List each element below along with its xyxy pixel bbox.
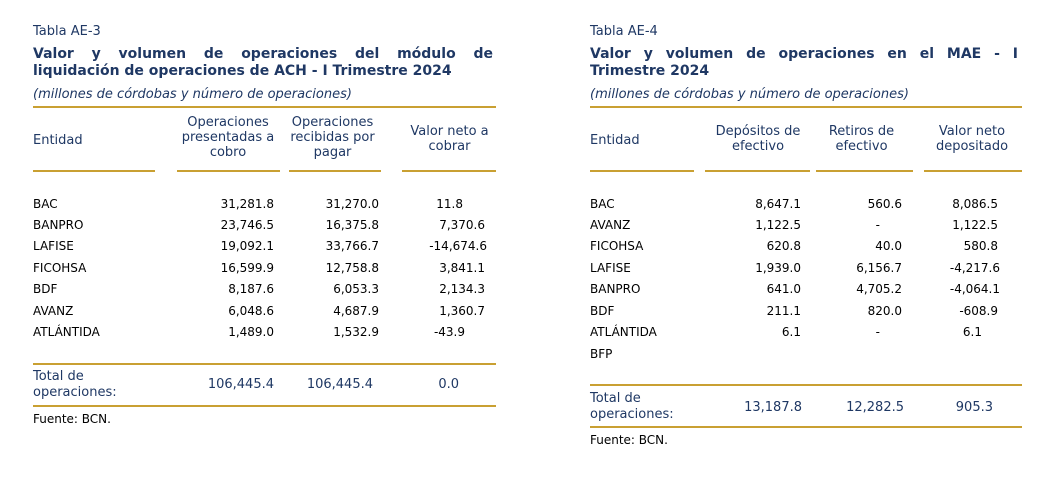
header-top-rule xyxy=(590,106,1022,108)
cell-retiros: - xyxy=(875,218,880,232)
cell-entidad: AVANZ xyxy=(33,304,74,318)
table-subtitle: (millones de córdobas y número de operac… xyxy=(33,87,352,102)
cell-valor-neto: 11.8 xyxy=(436,197,463,211)
cell-recibidas: 1,532.9 xyxy=(333,325,379,339)
total-top-rule xyxy=(33,363,496,365)
cell-recibidas: 12,758.8 xyxy=(325,261,379,275)
cell-valor-neto: -14,674.6 xyxy=(429,239,487,253)
cell-valor-neto: 8,086.5 xyxy=(952,197,998,211)
cell-presentadas: 8,187.6 xyxy=(228,282,274,296)
cell-depositos: 641.0 xyxy=(766,282,801,296)
cell-valor-neto: 3,841.1 xyxy=(439,261,485,275)
table-tag: Tabla AE-4 xyxy=(590,24,658,39)
total-valor-neto: 0.0 xyxy=(438,377,459,392)
cell-recibidas: 6,053.3 xyxy=(333,282,379,296)
cell-depositos: 211.1 xyxy=(766,304,801,318)
cell-retiros: 820.0 xyxy=(867,304,902,318)
cell-entidad: BDF xyxy=(590,304,615,318)
total-label: Total de operaciones: xyxy=(33,369,117,400)
cell-recibidas: 16,375.8 xyxy=(325,218,379,232)
header-col3: Valor neto depositado xyxy=(935,124,1009,154)
cell-entidad: LAFISE xyxy=(33,239,74,253)
total-top-rule xyxy=(590,384,1022,386)
cell-presentadas: 16,599.9 xyxy=(220,261,274,275)
cell-retiros: 560.6 xyxy=(867,197,902,211)
cell-presentadas: 6,048.6 xyxy=(228,304,274,318)
cell-retiros: 6,156.7 xyxy=(856,261,902,275)
header-col1: Depósitos de efectivo xyxy=(715,124,801,154)
cell-entidad: ATLÁNTIDA xyxy=(590,325,657,339)
cell-depositos: 8,647.1 xyxy=(755,197,801,211)
header-top-rule xyxy=(33,106,496,108)
total-presentadas: 106,445.4 xyxy=(207,377,274,392)
cell-entidad: BFP xyxy=(590,347,613,361)
total-label: Total de operaciones: xyxy=(590,391,674,422)
header-rule-col3 xyxy=(924,170,1022,172)
header-entidad: Entidad xyxy=(33,133,83,148)
cell-valor-neto: -608.9 xyxy=(959,304,998,318)
cell-retiros: - xyxy=(875,325,880,339)
total-bottom-rule xyxy=(590,426,1022,428)
header-col1: Operaciones presentadas a cobro xyxy=(181,115,275,160)
cell-presentadas: 31,281.8 xyxy=(220,197,274,211)
header-entidad: Entidad xyxy=(590,133,640,148)
header-rule-entidad xyxy=(590,170,694,172)
cell-recibidas: 31,270.0 xyxy=(325,197,379,211)
header-col2: Operaciones recibidas por pagar xyxy=(290,115,375,160)
total-valor-neto: 905.3 xyxy=(955,400,993,415)
cell-presentadas: 1,489.0 xyxy=(228,325,274,339)
cell-valor-neto: -4,064.1 xyxy=(949,282,1000,296)
cell-valor-neto: -43.9 xyxy=(433,325,465,339)
cell-presentadas: 23,746.5 xyxy=(220,218,274,232)
cell-depositos: 620.8 xyxy=(766,239,801,253)
cell-entidad: BAC xyxy=(590,197,615,211)
cell-entidad: BANPRO xyxy=(33,218,84,232)
source-note: Fuente: BCN. xyxy=(33,412,111,426)
cell-entidad: LAFISE xyxy=(590,261,631,275)
cell-presentadas: 19,092.1 xyxy=(220,239,274,253)
cell-entidad: AVANZ xyxy=(590,218,631,232)
table-title: Valor y volumen de operaciones del módul… xyxy=(33,46,493,79)
cell-retiros: 40.0 xyxy=(875,239,902,253)
cell-entidad: FICOHSA xyxy=(590,239,644,253)
cell-recibidas: 33,766.7 xyxy=(325,239,379,253)
cell-valor-neto: 2,134.3 xyxy=(439,282,485,296)
cell-entidad: ATLÁNTIDA xyxy=(33,325,100,339)
cell-valor-neto: -4,217.6 xyxy=(949,261,1000,275)
cell-entidad: FICOHSA xyxy=(33,261,87,275)
total-recibidas: 106,445.4 xyxy=(306,377,373,392)
header-rule-col2 xyxy=(289,170,381,172)
cell-valor-neto: 1,122.5 xyxy=(952,218,998,232)
cell-retiros: 4,705.2 xyxy=(856,282,902,296)
cell-entidad: BANPRO xyxy=(590,282,641,296)
table-title: Valor y volumen de operaciones en el MAE… xyxy=(590,46,1018,79)
cell-entidad: BDF xyxy=(33,282,58,296)
header-rule-col1 xyxy=(177,170,280,172)
cell-depositos: 6.1 xyxy=(781,325,801,339)
cell-valor-neto: 1,360.7 xyxy=(439,304,485,318)
cell-valor-neto: 6.1 xyxy=(962,325,982,339)
cell-entidad: BAC xyxy=(33,197,58,211)
cell-depositos: 1,122.5 xyxy=(755,218,801,232)
cell-valor-neto: 580.8 xyxy=(963,239,998,253)
table-subtitle: (millones de córdobas y número de operac… xyxy=(590,87,909,102)
cell-recibidas: 4,687.9 xyxy=(333,304,379,318)
header-rule-col1 xyxy=(705,170,810,172)
table-tag: Tabla AE-3 xyxy=(33,24,101,39)
total-retiros: 12,282.5 xyxy=(846,400,904,415)
cell-valor-neto: 7,370.6 xyxy=(439,218,485,232)
header-rule-col3 xyxy=(402,170,496,172)
total-bottom-rule xyxy=(33,405,496,407)
header-col2: Retiros de efectivo xyxy=(828,124,895,154)
header-rule-col2 xyxy=(816,170,913,172)
header-col3: Valor neto a cobrar xyxy=(410,124,489,154)
cell-depositos: 1,939.0 xyxy=(755,261,801,275)
source-note: Fuente: BCN. xyxy=(590,433,668,447)
header-rule-entidad xyxy=(33,170,155,172)
total-depositos: 13,187.8 xyxy=(744,400,802,415)
